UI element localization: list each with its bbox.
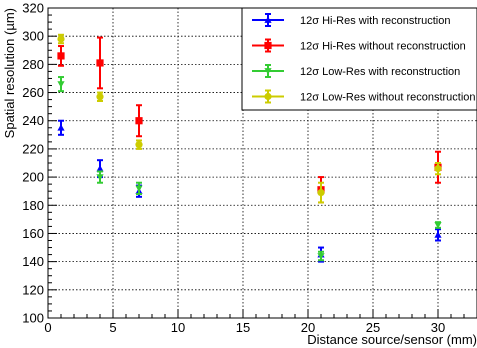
y-tick-label: 240 [22,113,44,128]
y-tick-label: 260 [22,85,44,100]
tick-layer: 0 5 10 15 20 25 30 100 120 140 160 180 200 220 240 260 2… [22,1,477,335]
legend-label: 12σ Low-Res without reconstruction [300,92,476,104]
y-tick-label: 320 [22,1,44,16]
legend-entry: 12σ Hi-Res without reconstruction [252,38,466,53]
data-point [96,59,104,67]
legend-entry: 12σ Hi-Res with reconstruction [252,13,450,27]
legend-marker [264,68,272,75]
y-tick-label: 180 [22,198,44,213]
data-point [57,52,65,60]
x-axis-title: Distance source/sensor (mm) [307,332,477,347]
data-point [96,93,104,101]
data-point [135,185,143,192]
legend-label: 12σ Low-Res with reconstruction [300,66,460,78]
legend-box [241,7,477,111]
x-tick-label: 5 [109,320,116,335]
series-group [57,76,442,262]
y-tick-label: 200 [22,170,44,185]
y-tick-label: 160 [22,226,44,241]
data-point [317,188,325,197]
data-point [434,222,442,229]
legend-entry: 12σ Low-Res with reconstruction [252,64,460,78]
legend: 12σ Hi-Res with reconstruction 12σ Hi-Res… [241,7,477,111]
legend-label: 12σ Hi-Res without reconstruction [300,41,466,53]
data-layer [57,33,442,263]
y-tick-label: 100 [22,311,44,326]
series-group [57,119,442,263]
y-tick-label: 300 [22,29,44,44]
x-tick-label: 30 [431,320,445,335]
legend-entries: 12σ Hi-Res with reconstruction 12σ Hi-Res… [252,13,476,104]
legend-marker [264,92,272,101]
data-point [96,174,104,181]
y-axis-title: Spatial resolution (µm) [2,8,17,138]
data-point [135,117,143,125]
x-tick-label: 20 [301,320,315,335]
data-point [434,165,442,173]
data-point [57,81,65,88]
x-tick-label: 25 [366,320,380,335]
legend-marker [264,16,272,23]
legend-label: 12σ Hi-Res with reconstruction [300,15,450,27]
data-point [57,35,65,43]
y-tick-label: 220 [22,141,44,156]
x-tick-label: 0 [44,320,51,335]
series-group [57,33,442,204]
data-point [57,124,65,131]
legend-marker [264,41,272,50]
y-tick-label: 120 [22,282,44,297]
data-point [96,165,104,172]
x-tick-label: 10 [171,320,185,335]
x-tick-label: 15 [236,320,250,335]
y-tick-label: 280 [22,57,44,72]
y-tick-label: 140 [22,254,44,269]
data-point [135,141,143,149]
data-point [317,253,325,260]
legend-entry: 12σ Low-Res without reconstruction [252,89,476,104]
data-point [434,231,442,238]
